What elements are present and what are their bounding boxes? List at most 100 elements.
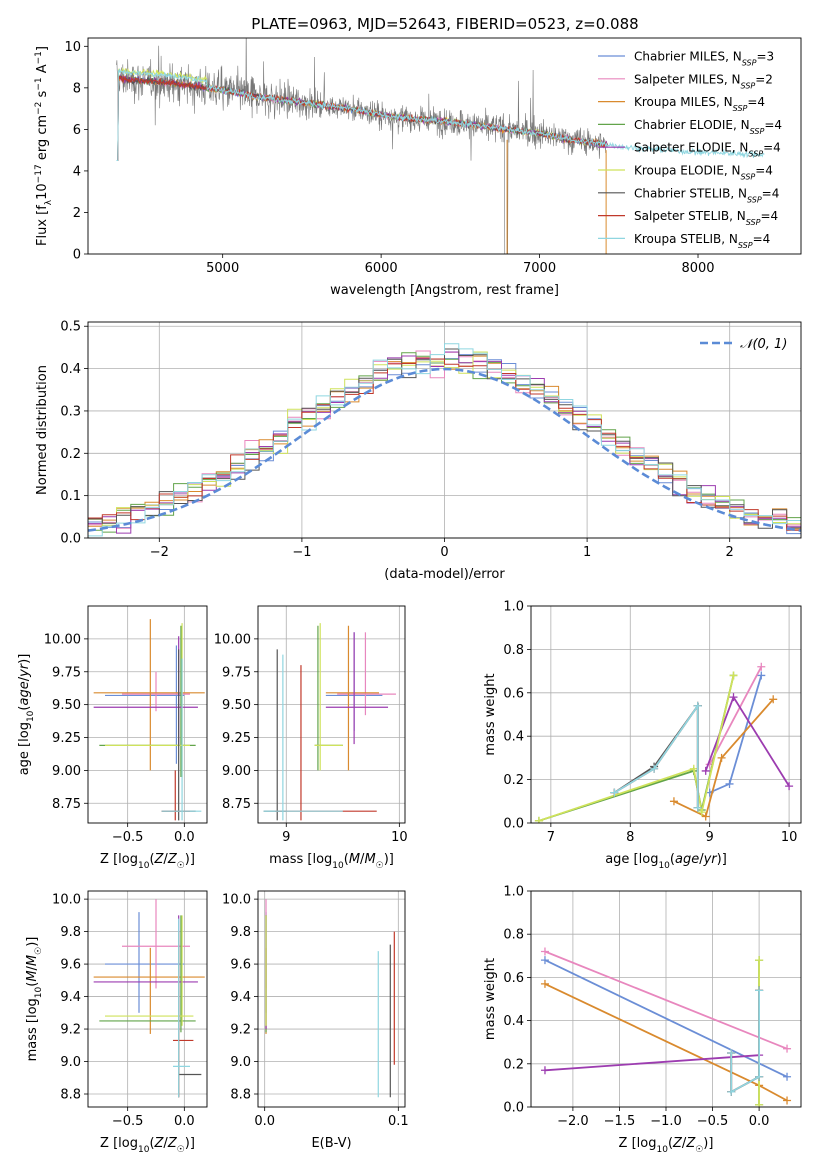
x-tick-label: 1 bbox=[583, 545, 591, 560]
label-part: M bbox=[25, 955, 40, 966]
legend-label-suffix: =4 bbox=[747, 95, 765, 109]
weight-marker-chabrier_miles bbox=[757, 671, 766, 680]
weight-marker-salpeter_elodie bbox=[540, 1066, 549, 1075]
axes-frame bbox=[530, 890, 802, 1108]
x-tick-label: −0.5 bbox=[697, 1114, 729, 1129]
y-axis-label: mass [log10(M/M☉)] bbox=[25, 937, 44, 1062]
model-spectrum-kroupa_stelib bbox=[116, 68, 765, 161]
legend-label-kroupa_miles: Kroupa MILES, NSSP=4 bbox=[634, 95, 765, 113]
weight-marker-kroupa_miles bbox=[769, 695, 778, 704]
label-part: Flux [f bbox=[35, 205, 50, 246]
legend-label-main: Salpeter ELODIE, N bbox=[634, 141, 748, 155]
legend-label-main: Salpeter STELIB, N bbox=[634, 209, 746, 223]
legend-label-sub: SSP bbox=[742, 58, 757, 67]
y-tick-label: 1.0 bbox=[503, 600, 524, 615]
data-spectrum-line bbox=[116, 38, 607, 254]
legend-label-suffix: =2 bbox=[755, 72, 773, 86]
y-tick-label: 8.75 bbox=[222, 797, 251, 812]
x-axis-label: Z [log10(Z/Z☉)] bbox=[619, 1136, 714, 1155]
label-part: 10 bbox=[658, 861, 670, 871]
legend-label-sub: SSP bbox=[746, 218, 761, 227]
y-tick-label: 8.8 bbox=[60, 1088, 81, 1103]
weight-marker-chabrier_miles bbox=[540, 956, 549, 965]
legend-label-suffix: =3 bbox=[756, 50, 774, 64]
axes-frame bbox=[87, 890, 208, 1108]
weight-marker-chabrier_miles bbox=[783, 1072, 792, 1081]
label-part: Z bbox=[167, 852, 178, 867]
y-tick-label: 0.0 bbox=[60, 532, 81, 547]
y-tick-label: 8.75 bbox=[52, 797, 81, 812]
y-tick-label: 0.2 bbox=[60, 447, 81, 462]
y-tick-label: 10.00 bbox=[44, 632, 81, 647]
weight-line-chabrier_miles bbox=[544, 959, 788, 1078]
x-tick-label: 0.0 bbox=[254, 1114, 275, 1129]
legend-label-main: Kroupa STELIB, N bbox=[634, 232, 738, 246]
x-axis-label: Z [log10(Z/Z☉)] bbox=[100, 1136, 195, 1155]
label-part: ( bbox=[149, 1136, 154, 1151]
legend-label-suffix: =4 bbox=[763, 141, 781, 155]
label-part: 10 bbox=[35, 183, 50, 200]
x-axis-label: wavelength [Angstrom, rest frame] bbox=[330, 283, 559, 298]
y-tick-label: 10 bbox=[64, 40, 81, 55]
axes-residuals: −2 −1 0 1 2 0.0 0.1 0.2 0.3 0.4 0.5 𝒩(0, 1) (data-mo… bbox=[35, 320, 802, 582]
label-part: 10 bbox=[332, 861, 344, 871]
y-tick-label: 9.50 bbox=[52, 698, 81, 713]
x-axis-label: age [log10(age/yr)] bbox=[605, 852, 727, 871]
axes-mass_weight_vs_Z: −2.0 −1.5 −1.0 −0.5 0.0 0.0 0.2 0.4 0.6 0.8 1.0 mas… bbox=[483, 885, 802, 1155]
axes-frame bbox=[87, 37, 802, 255]
x-tick-label: −2 bbox=[150, 545, 169, 560]
y-tick-label: 8 bbox=[73, 81, 81, 96]
weight-line-salpeter_stelib bbox=[730, 990, 760, 1094]
weight-line-kroupa_miles bbox=[673, 698, 774, 818]
label-part: Z bbox=[672, 1136, 683, 1151]
weight-marker-kroupa_stelib bbox=[693, 803, 702, 812]
x-tick-label: −1.0 bbox=[650, 1114, 682, 1129]
label-part: ☉ bbox=[376, 861, 384, 871]
legend-label-suffix: =4 bbox=[764, 118, 782, 132]
y-tick-label: 9.8 bbox=[230, 925, 251, 940]
weight-marker-chabrier_miles bbox=[725, 779, 734, 788]
weight-line-salpeter_miles bbox=[544, 950, 788, 1050]
weight-marker-kroupa_stelib bbox=[610, 788, 619, 797]
x-tick-label: 7 bbox=[547, 830, 555, 845]
y-axis-label: mass weight bbox=[483, 673, 498, 755]
legend-label-kroupa_elodie: Kroupa ELODIE, NSSP=4 bbox=[634, 164, 773, 182]
y-tick-label: 1.0 bbox=[503, 885, 524, 900]
label-part: )] bbox=[25, 937, 40, 947]
y-tick-label: 9.75 bbox=[222, 665, 251, 680]
y-tick-label: 10.00 bbox=[214, 632, 251, 647]
label-part: Z [log bbox=[619, 1136, 657, 1151]
y-tick-label: 0.3 bbox=[60, 404, 81, 419]
y-tick-label: 9.2 bbox=[60, 1023, 81, 1038]
label-part: ( bbox=[670, 852, 675, 867]
y-tick-label: 0.4 bbox=[60, 362, 81, 377]
label-part: / bbox=[25, 965, 40, 970]
label-part: )] bbox=[185, 1136, 195, 1151]
x-tick-label: −0.5 bbox=[112, 830, 144, 845]
weight-marker-kroupa_miles bbox=[669, 797, 678, 806]
y-tick-label: 4 bbox=[73, 164, 81, 179]
weight-marker-kroupa_elodie bbox=[689, 764, 698, 773]
weight-marker-kroupa_stelib bbox=[650, 764, 659, 773]
weight-marker-kroupa_elodie bbox=[534, 816, 543, 823]
x-tick-label: 7000 bbox=[523, 261, 556, 276]
legend-label-sub: SSP bbox=[733, 104, 748, 113]
y-tick-label: 6 bbox=[73, 123, 81, 138]
label-part: 10 bbox=[34, 986, 44, 998]
y-tick-label: 9.0 bbox=[230, 1055, 251, 1070]
y-tick-label: 0.2 bbox=[503, 1057, 524, 1072]
y-axis-label: age [log10(age/yr)] bbox=[17, 654, 36, 776]
x-tick-label: 8 bbox=[626, 830, 634, 845]
hist-step-salpeter_stelib bbox=[88, 357, 801, 531]
y-tick-label: 9.25 bbox=[222, 731, 251, 746]
label-part: mass [log bbox=[269, 852, 332, 867]
legend-label-kroupa_stelib: Kroupa STELIB, NSSP=4 bbox=[634, 232, 770, 250]
y-axis-label: Normed distribution bbox=[35, 365, 50, 495]
legend-label-sub: SSP bbox=[738, 240, 753, 249]
label-part: yr bbox=[703, 852, 719, 867]
weight-marker-kroupa_stelib bbox=[727, 1087, 736, 1096]
y-tick-label: 9.4 bbox=[60, 990, 81, 1005]
weight-line-kroupa_elodie bbox=[538, 675, 735, 822]
y-tick-label: 0.5 bbox=[60, 320, 81, 335]
weight-marker-kroupa_elodie bbox=[755, 956, 764, 965]
